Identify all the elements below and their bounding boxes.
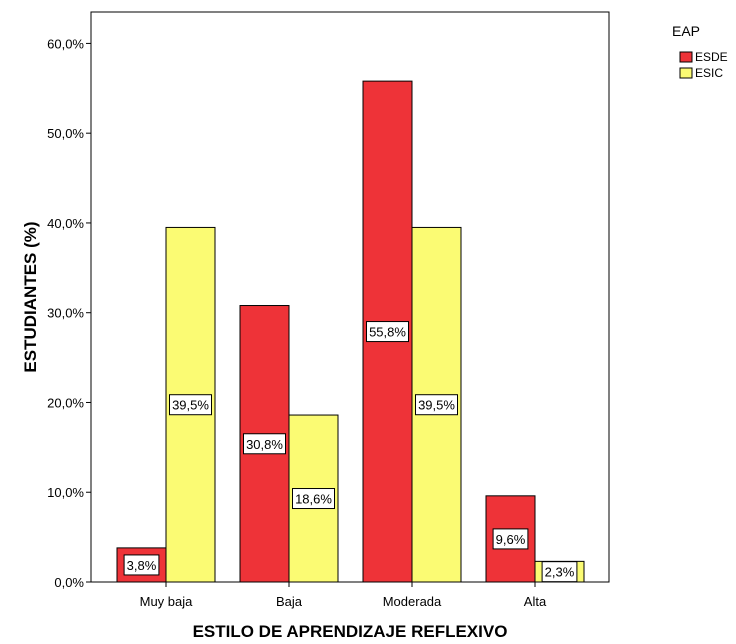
legend-swatch-esic bbox=[679, 67, 693, 79]
legend-swatch-esde bbox=[679, 51, 693, 63]
x-tick-label: Moderada bbox=[383, 594, 442, 609]
legend: EAP ESDE ESIC bbox=[672, 23, 728, 80]
data-label-box bbox=[415, 394, 458, 416]
legend-title: EAP bbox=[672, 23, 700, 39]
y-tick-label: 30,0% bbox=[47, 306, 84, 321]
data-label-box bbox=[243, 433, 286, 455]
data-label: 9,6% bbox=[496, 532, 526, 547]
y-tick-label: 40,0% bbox=[47, 216, 84, 231]
legend-label-esde: ESDE bbox=[695, 50, 728, 64]
data-label: 39,5% bbox=[418, 398, 455, 413]
y-tick-label: 0,0% bbox=[54, 575, 84, 590]
data-label-box bbox=[541, 561, 578, 583]
data-label: 2,3% bbox=[545, 565, 575, 580]
y-tick-label: 60,0% bbox=[47, 36, 84, 51]
y-axis: 0,0% 10,0% 20,0% 30,0% 40,0% 50,0% 60,0% bbox=[47, 36, 91, 590]
data-label: 30,8% bbox=[246, 437, 283, 452]
y-tick-label: 20,0% bbox=[47, 395, 84, 410]
data-label: 18,6% bbox=[295, 492, 332, 507]
y-axis-title: ESTUDIANTES (%) bbox=[21, 221, 40, 372]
data-label-box bbox=[169, 394, 212, 416]
x-tick-label: Baja bbox=[276, 594, 303, 609]
legend-label-esic: ESIC bbox=[695, 66, 723, 80]
data-label-box bbox=[492, 528, 529, 550]
x-tick-label: Alta bbox=[524, 594, 547, 609]
data-label-box bbox=[123, 554, 160, 576]
data-label-box bbox=[366, 321, 409, 343]
y-tick-label: 50,0% bbox=[47, 126, 84, 141]
x-axis: Muy baja Baja Moderada Alta bbox=[140, 582, 547, 609]
data-label: 55,8% bbox=[369, 325, 406, 340]
bars: 3,8% 30,8% 55,8% 9,6% 39,5% 18,6% 39,5% 2,3% bbox=[116, 80, 585, 583]
y-tick-label: 10,0% bbox=[47, 485, 84, 500]
data-label: 3,8% bbox=[127, 558, 157, 573]
x-tick-label: Muy baja bbox=[140, 594, 194, 609]
x-axis-title: ESTILO DE APRENDIZAJE REFLEXIVO bbox=[193, 622, 508, 641]
data-label-box bbox=[292, 488, 335, 510]
data-label: 39,5% bbox=[172, 398, 209, 413]
